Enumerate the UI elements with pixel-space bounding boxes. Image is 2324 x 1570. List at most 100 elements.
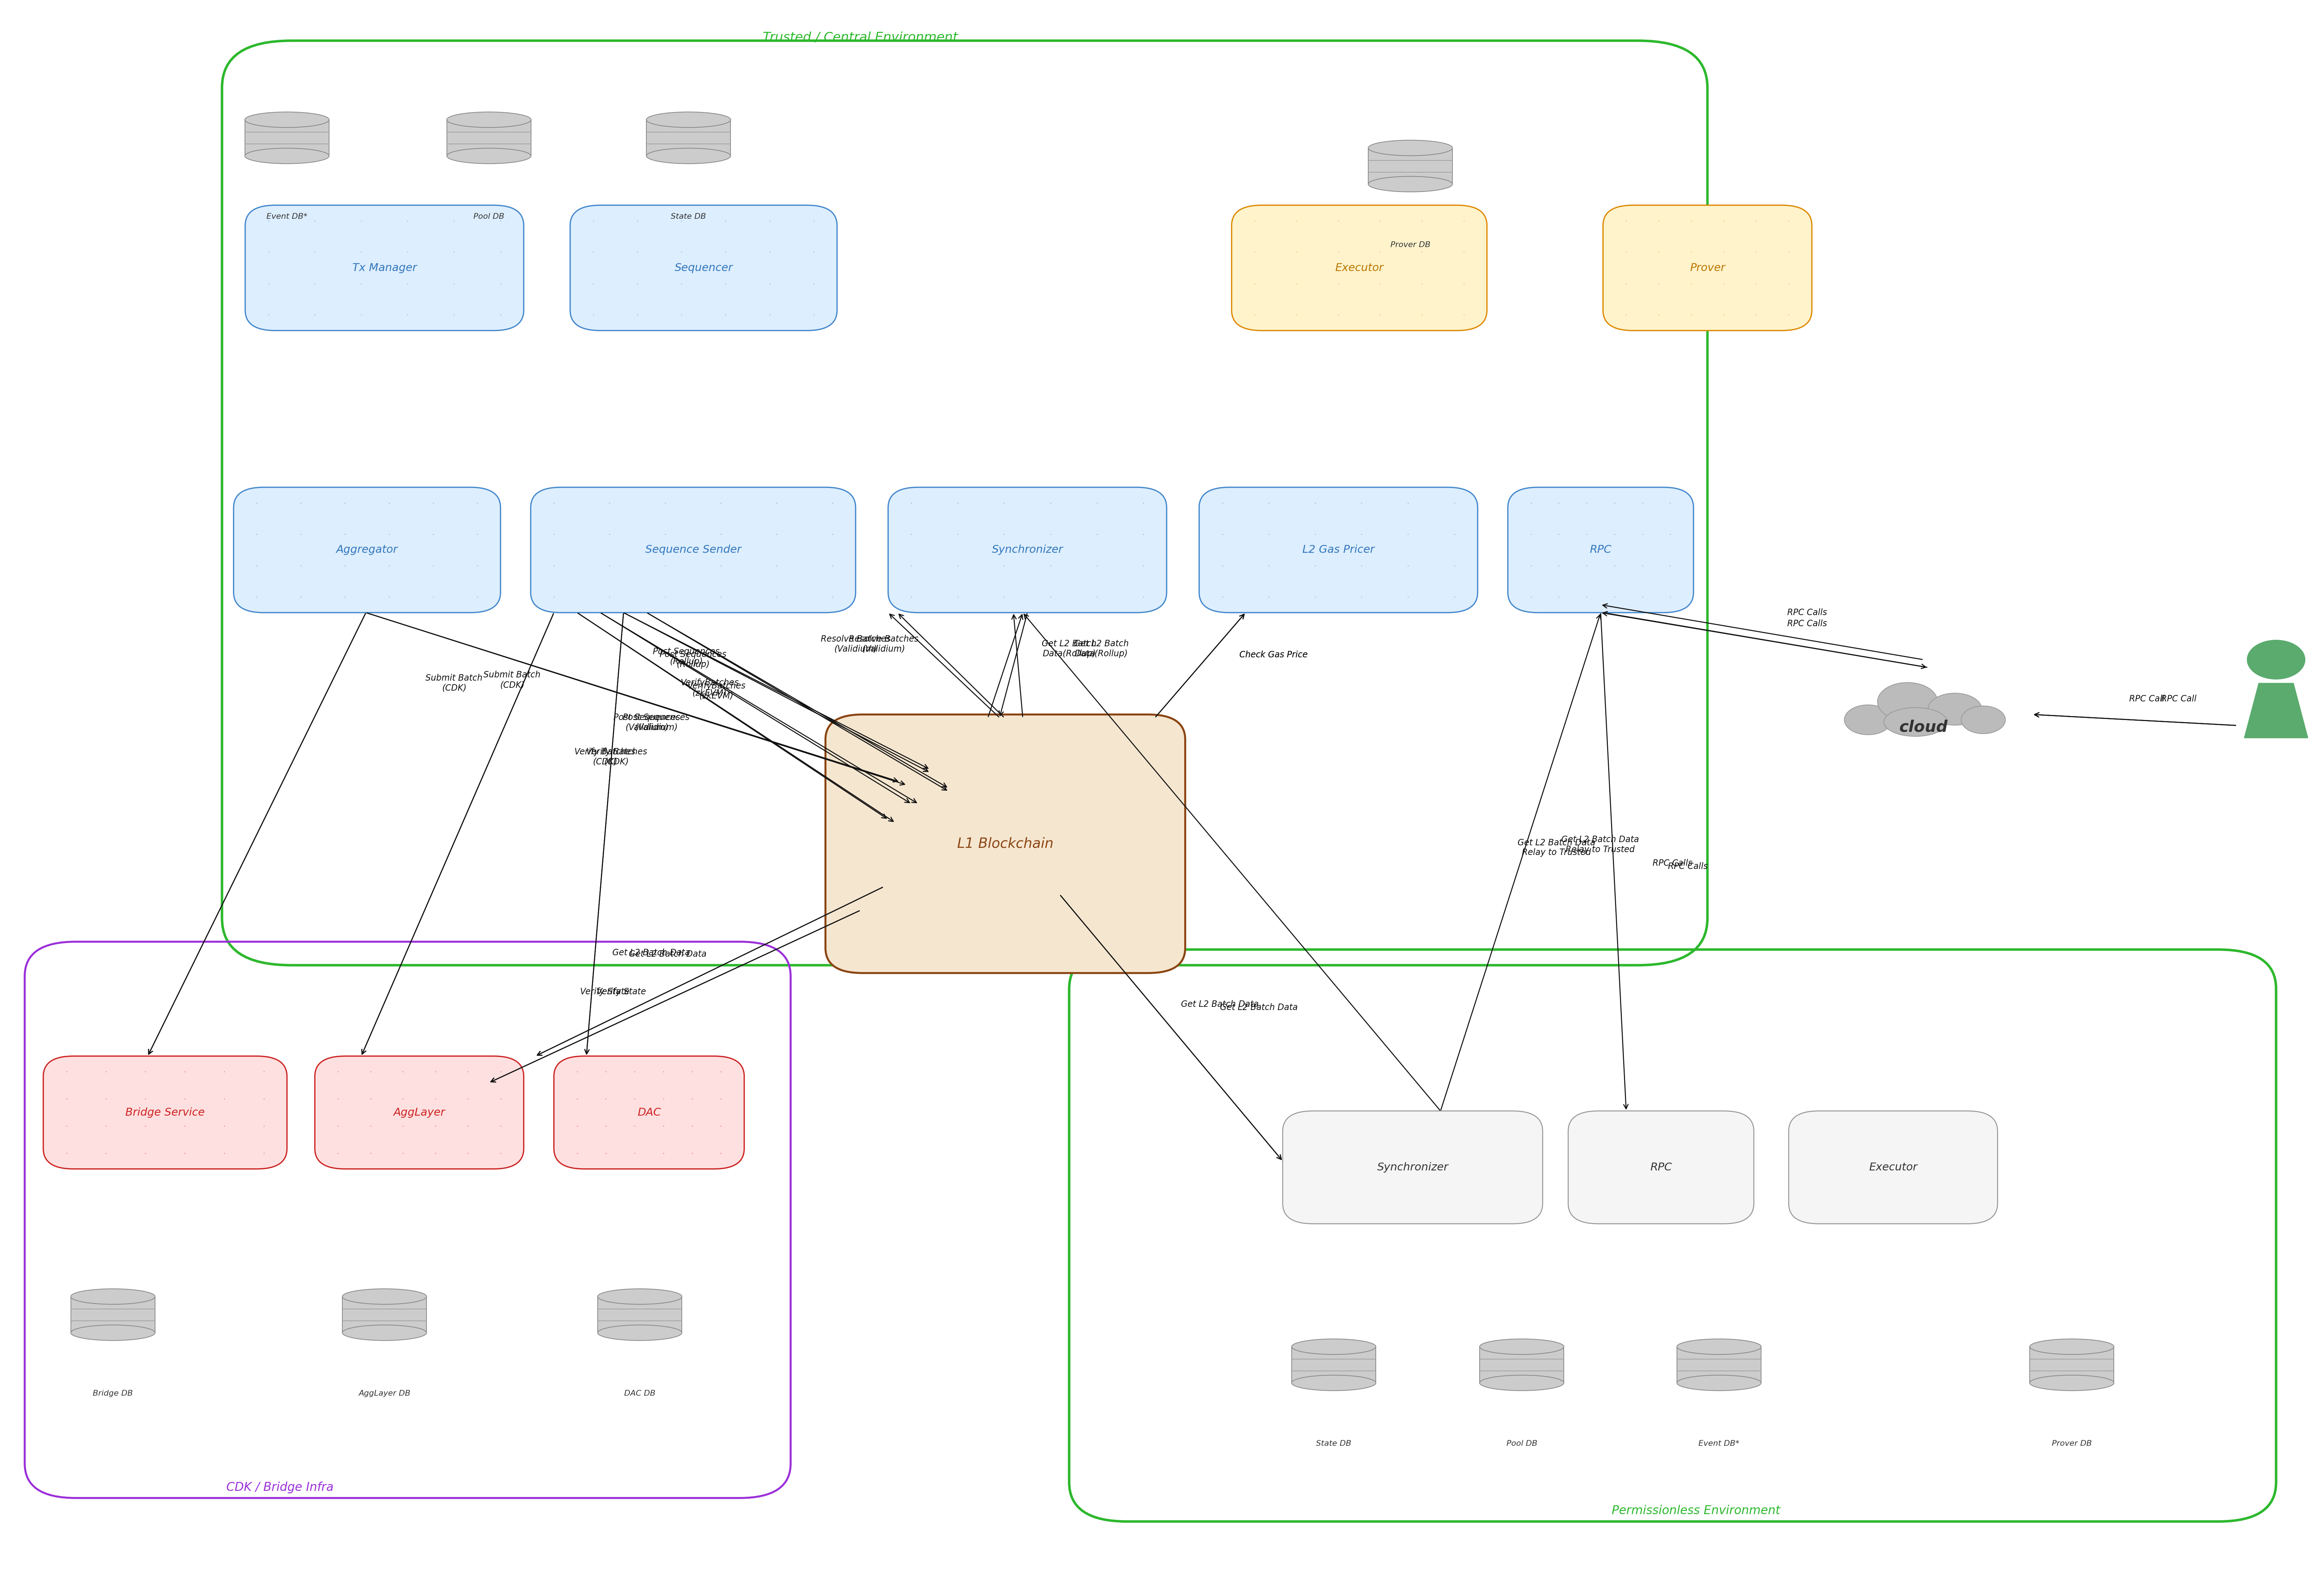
Ellipse shape [1369,176,1452,192]
Text: Aggregator: Aggregator [337,545,397,556]
Text: Sequencer: Sequencer [674,262,732,273]
FancyBboxPatch shape [1604,206,1813,331]
Text: Verify Batches
(CDK): Verify Batches (CDK) [586,747,646,766]
Ellipse shape [1961,706,2006,733]
Text: Prover DB: Prover DB [1390,242,1429,248]
Text: Executor: Executor [1334,262,1383,273]
FancyBboxPatch shape [1569,1112,1755,1223]
FancyBboxPatch shape [1508,487,1694,612]
Text: Get L2 Batch Data
Relay to Trusted: Get L2 Batch Data Relay to Trusted [1562,835,1638,854]
Ellipse shape [1929,694,1982,725]
Text: Check Gas Price: Check Gas Price [1239,650,1308,659]
Text: Get L2 Batch Data: Get L2 Batch Data [614,948,690,958]
Text: AggLayer DB: AggLayer DB [358,1389,411,1397]
Text: Synchronizer: Synchronizer [992,545,1062,556]
Bar [1480,1347,1564,1383]
Text: RPC Calls: RPC Calls [1669,862,1708,871]
Text: RPC: RPC [1650,1162,1671,1173]
Text: cloud: cloud [1899,719,1948,735]
Text: DAC: DAC [637,1107,660,1118]
Text: Executor: Executor [1868,1162,1917,1173]
Text: RPC Calls: RPC Calls [1652,859,1692,868]
Text: Get L2 Batch Data: Get L2 Batch Data [1220,1003,1297,1011]
Text: State DB: State DB [672,214,706,220]
Ellipse shape [446,148,530,163]
Text: RPC Call: RPC Call [2161,694,2196,703]
FancyBboxPatch shape [246,206,523,331]
Text: Verify State: Verify State [581,988,630,995]
Text: Bridge Service: Bridge Service [125,1107,205,1118]
Text: Synchronizer: Synchronizer [1378,1162,1448,1173]
Ellipse shape [70,1289,156,1305]
Text: Check Gas Price: Check Gas Price [1239,650,1308,659]
Bar [597,1297,681,1333]
Text: State DB: State DB [1315,1440,1350,1448]
Ellipse shape [1885,708,1948,736]
Ellipse shape [1480,1339,1564,1355]
Text: Bridge DB: Bridge DB [93,1389,132,1397]
Ellipse shape [1292,1339,1376,1355]
Ellipse shape [70,1325,156,1341]
FancyBboxPatch shape [1789,1112,1999,1223]
Text: Post Sequences
(Rollup): Post Sequences (Rollup) [660,650,727,669]
FancyBboxPatch shape [1283,1112,1543,1223]
Ellipse shape [2029,1375,2115,1391]
Text: Pool DB: Pool DB [474,214,504,220]
Ellipse shape [1878,683,1938,721]
Text: L2 Gas Pricer: L2 Gas Pricer [1301,545,1373,556]
FancyBboxPatch shape [825,714,1185,973]
FancyBboxPatch shape [888,487,1167,612]
Ellipse shape [1369,140,1452,155]
Circle shape [2247,641,2305,680]
Ellipse shape [1678,1339,1762,1355]
Ellipse shape [446,111,530,127]
Text: Event DB*: Event DB* [1699,1440,1741,1448]
Text: Permissionless Environment: Permissionless Environment [1611,1506,1780,1517]
FancyBboxPatch shape [553,1057,744,1170]
FancyBboxPatch shape [569,206,837,331]
Text: VerifyBatches
(zkEVM): VerifyBatches (zkEVM) [681,678,739,697]
Bar [70,1297,156,1333]
Ellipse shape [646,111,730,127]
Text: Sequence Sender: Sequence Sender [646,545,741,556]
Ellipse shape [1292,1375,1376,1391]
Text: Submit Batch
(CDK): Submit Batch (CDK) [483,670,541,689]
Text: Get L2 Batch Data
Relay to Trusted: Get L2 Batch Data Relay to Trusted [1518,838,1597,857]
Bar [2029,1347,2115,1383]
Bar [1678,1347,1762,1383]
FancyBboxPatch shape [1232,206,1487,331]
Text: AggLayer: AggLayer [393,1107,446,1118]
Text: Post Sequences
(Validium): Post Sequences (Validium) [623,713,690,732]
Text: Prover: Prover [1690,262,1724,273]
Bar [342,1297,428,1333]
Ellipse shape [342,1325,428,1341]
Text: DAC DB: DAC DB [625,1389,655,1397]
FancyBboxPatch shape [314,1057,523,1170]
Bar [244,119,330,155]
Text: Prover DB: Prover DB [2052,1440,2092,1448]
Text: Verify Batches
(CDK): Verify Batches (CDK) [574,747,634,766]
Ellipse shape [244,111,330,127]
Text: Post Sequences
(Rollup): Post Sequences (Rollup) [653,647,720,666]
Ellipse shape [1480,1375,1564,1391]
Bar [646,119,730,155]
Polygon shape [2245,683,2308,738]
Text: Submit Batch
(CDK): Submit Batch (CDK) [425,674,483,692]
Ellipse shape [597,1289,681,1305]
Text: RPC: RPC [1590,545,1611,556]
Text: L1 Blockchain: L1 Blockchain [957,837,1053,851]
Text: Resolve Batches
(Validium): Resolve Batches (Validium) [848,634,918,653]
FancyBboxPatch shape [44,1057,286,1170]
Text: CDK / Bridge Infra: CDK / Bridge Infra [225,1482,335,1493]
Ellipse shape [1845,705,1892,735]
FancyBboxPatch shape [530,487,855,612]
Text: Get L2 Batch
Data(Rollup): Get L2 Batch Data(Rollup) [1074,639,1129,658]
FancyBboxPatch shape [235,487,500,612]
Text: Get L2 Batch
Data(Rollup): Get L2 Batch Data(Rollup) [1041,639,1097,658]
Text: Trusted / Central Environment: Trusted / Central Environment [762,31,957,44]
Bar [446,119,530,155]
Bar [1369,148,1452,184]
Text: Get L2 Batch Data: Get L2 Batch Data [1181,1000,1260,1008]
Text: Post Sequences
(Validium): Post Sequences (Validium) [614,713,681,732]
Text: Resolve Batches
(Validium): Resolve Batches (Validium) [820,634,890,653]
